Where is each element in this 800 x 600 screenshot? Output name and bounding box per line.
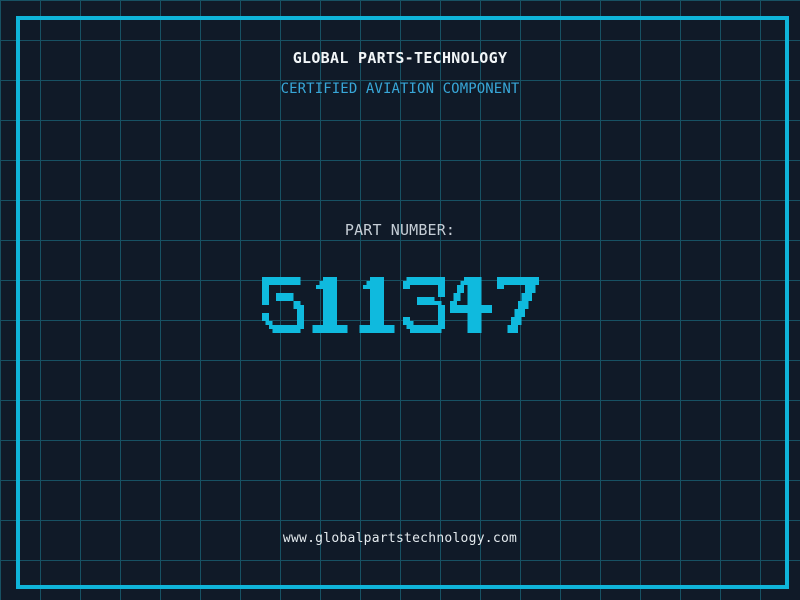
part-number-label: PART NUMBER: — [344, 221, 456, 239]
page-subtitle: CERTIFIED AVIATION COMPONENT — [280, 81, 520, 97]
digit-glyph — [449, 277, 492, 333]
part-number-display — [0, 277, 800, 333]
website-url: www.globalpartstechnology.com — [282, 531, 518, 546]
digit-glyph — [359, 277, 395, 333]
page-title: GLOBAL PARTS-TECHNOLOGY — [292, 49, 508, 67]
digit-glyph — [261, 277, 304, 333]
digit-glyph — [312, 277, 348, 333]
digit-glyph — [496, 277, 539, 333]
digit-glyph — [402, 277, 445, 333]
border-frame — [16, 16, 789, 589]
